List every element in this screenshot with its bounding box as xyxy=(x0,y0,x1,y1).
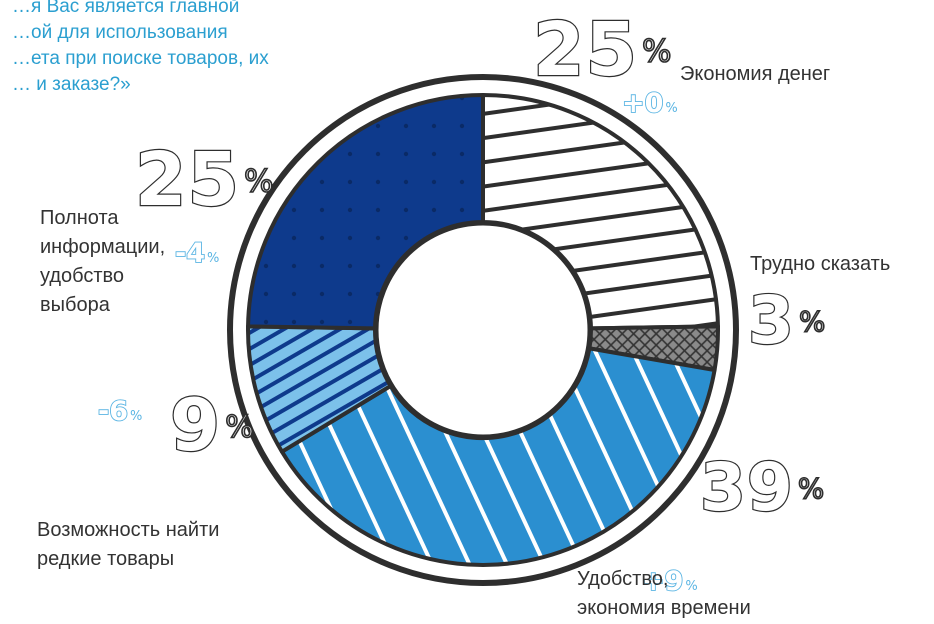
change-percent-money-saving: % xyxy=(665,101,677,116)
percent-sign-hard-to-say: % xyxy=(799,305,825,338)
category-label-money-saving: Экономия денег xyxy=(680,63,831,85)
slice-money-saving xyxy=(481,93,720,331)
value-label-info-completeness: 25 xyxy=(135,137,240,223)
slice-convenience xyxy=(279,346,717,567)
value-label-rare-goods: 9 xyxy=(170,383,221,467)
outer-ring xyxy=(227,74,739,586)
change-percent-rare-goods: % xyxy=(130,409,142,424)
change-label-money-saving: +0 xyxy=(622,88,663,119)
value-label-convenience: 39 xyxy=(700,449,794,526)
change-label-info-completeness: -4 xyxy=(175,238,205,269)
change-percent-convenience: % xyxy=(685,579,697,594)
chart-title: …я Вас является главной …ой для использо… xyxy=(12,0,269,95)
percent-sign-info-completeness: % xyxy=(244,164,274,200)
category-label-info-completeness: Полнота информации, удобство выбора xyxy=(40,207,166,316)
category-label-convenience: Удобство, экономия времени xyxy=(577,568,751,619)
percent-sign-rare-goods: % xyxy=(225,410,254,445)
value-label-money-saving: 25 xyxy=(533,7,638,93)
change-label-convenience: +9 xyxy=(642,566,683,597)
donut-hole xyxy=(375,222,591,438)
percent-sign-convenience: % xyxy=(798,472,824,505)
value-label-hard-to-say: 3 xyxy=(748,282,795,359)
slice-info-completeness xyxy=(246,93,485,331)
percent-sign-money-saving: % xyxy=(642,34,672,70)
change-percent-info-completeness: % xyxy=(207,251,219,266)
change-label-rare-goods: -6 xyxy=(98,396,128,427)
category-label-hard-to-say: Трудно сказать xyxy=(750,253,891,275)
category-label-rare-goods: Возможность найти редкие товары xyxy=(37,519,220,570)
